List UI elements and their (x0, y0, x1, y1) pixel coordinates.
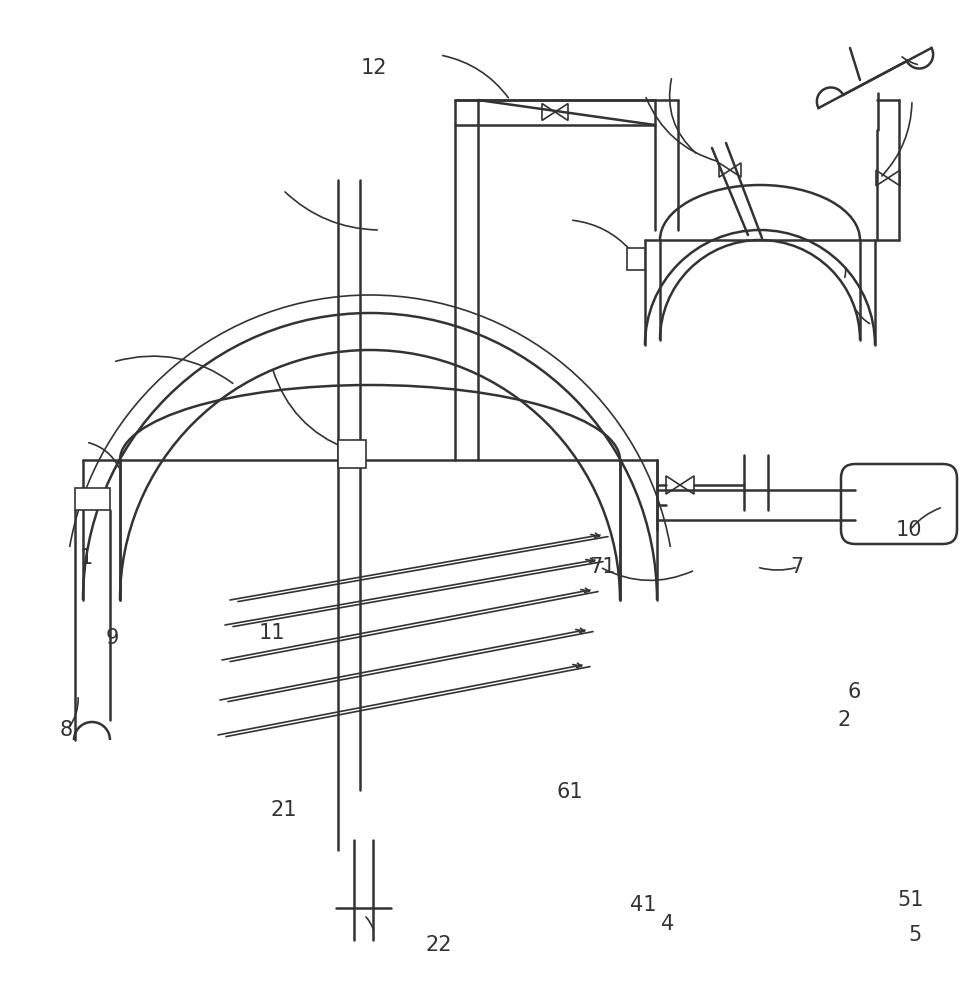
Text: 5: 5 (908, 925, 921, 945)
Text: 2: 2 (836, 710, 850, 730)
Bar (75, 488, 110, 510)
Text: 1: 1 (79, 548, 93, 568)
Text: 61: 61 (556, 782, 583, 802)
Text: 11: 11 (258, 623, 286, 643)
Text: 22: 22 (424, 935, 452, 955)
Text: 6: 6 (846, 682, 860, 702)
Text: 7: 7 (789, 557, 803, 577)
FancyBboxPatch shape (840, 464, 956, 544)
Text: 21: 21 (270, 800, 297, 820)
Text: 12: 12 (360, 58, 387, 78)
Bar (337, 440, 366, 468)
Text: 51: 51 (896, 890, 923, 910)
Bar (626, 248, 645, 270)
Text: 81: 81 (80, 488, 106, 508)
Text: 10: 10 (894, 520, 921, 540)
Text: 8: 8 (60, 720, 73, 740)
Text: 4: 4 (660, 914, 674, 934)
Text: 71: 71 (588, 557, 615, 577)
Text: 9: 9 (106, 628, 119, 648)
Text: 41: 41 (629, 895, 656, 915)
